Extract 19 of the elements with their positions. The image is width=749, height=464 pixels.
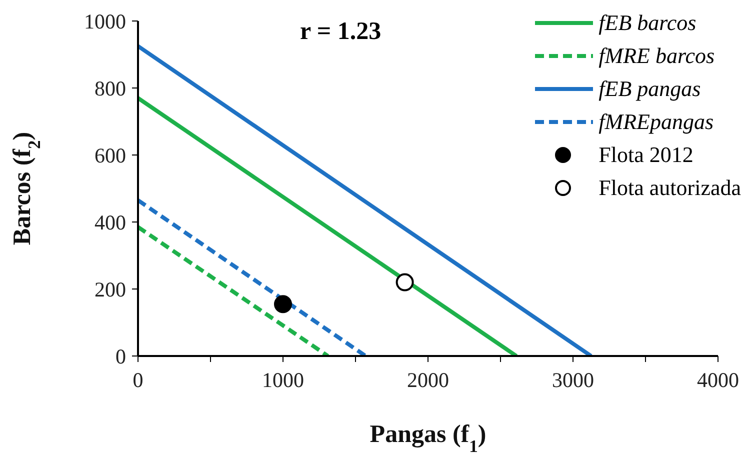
legend-label: Flota 2012	[598, 141, 694, 169]
x-axis-title: Pangas (f$_{1}$)	[370, 421, 486, 456]
x-tick-label: 0	[132, 368, 144, 392]
annotation: r = 1.23	[300, 18, 382, 46]
x-tick-label: 4000	[697, 368, 739, 392]
x-tick-label: 2000	[407, 368, 449, 392]
y-tick-label: 0	[116, 344, 126, 368]
y-tick-label: 1000	[84, 9, 126, 34]
y-tick-label: 400	[94, 210, 126, 234]
x-tick-label: 1000	[262, 368, 304, 392]
legend-label: Flota autorizada	[598, 174, 741, 202]
legend-label: fEB barcos	[598, 9, 696, 37]
legend-label: fMREpangas	[598, 108, 714, 136]
y-tick-label: 800	[94, 76, 126, 100]
y-tick-label: 200	[94, 277, 126, 302]
y-tick-label: 600	[94, 143, 126, 168]
legend-label: fEB pangas	[598, 75, 701, 103]
x-tick-label: 3000	[552, 368, 594, 392]
legend-label: fMRE barcos	[598, 42, 715, 70]
